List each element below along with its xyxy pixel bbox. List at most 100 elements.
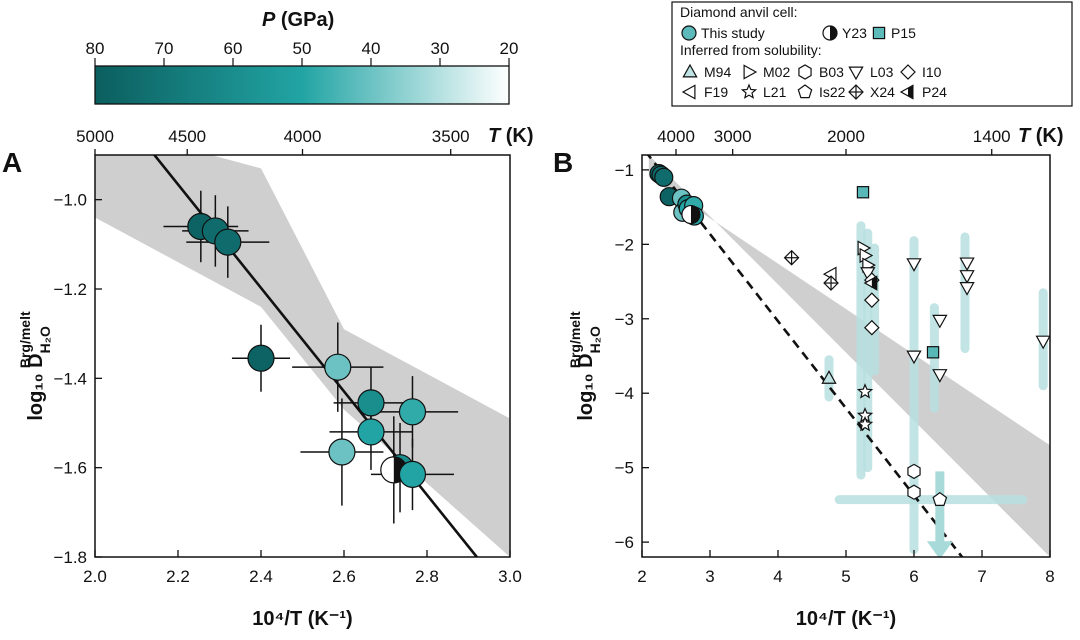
y-tick-label: −5 xyxy=(615,459,634,478)
marker-triangle-down xyxy=(906,350,922,365)
legend-marker-l03 xyxy=(848,66,864,81)
data-point xyxy=(823,275,839,291)
legend-solubility-header: Inferred from solubility: xyxy=(680,42,822,58)
marker-triangle-down xyxy=(959,270,975,284)
data-point xyxy=(783,249,800,266)
marker-half-circle-fill xyxy=(830,26,837,40)
legend-label: P15 xyxy=(891,25,916,41)
x-tick-label: 7 xyxy=(977,567,986,586)
y-axis-label-text: log₁₀ DH₂OBrg/melt xyxy=(567,311,603,421)
colorbar-tick-label: 30 xyxy=(431,39,450,58)
data-point xyxy=(906,258,922,272)
y-axis-label-text: log₁₀ DH₂OBrg/melt xyxy=(17,311,53,421)
legend-label: This study xyxy=(701,25,765,41)
marker-triangle-down xyxy=(959,257,975,272)
marker-triangle-up xyxy=(821,370,837,384)
colorbar-title: P (GPa) xyxy=(262,9,334,31)
data-point xyxy=(398,398,427,426)
top-tick-label: 1400 xyxy=(973,127,1011,146)
data-point xyxy=(907,463,921,480)
marker-triangle-down xyxy=(959,282,975,296)
marker-triangle-down xyxy=(932,369,948,383)
data-point xyxy=(932,314,948,329)
legend-dac-header: Diamond anvil cell: xyxy=(680,4,798,20)
marker-star xyxy=(740,83,758,99)
data-point xyxy=(907,484,921,500)
data-point xyxy=(328,438,356,466)
x-tick-label: 2.0 xyxy=(83,567,107,586)
top-axis-var: T xyxy=(1018,125,1032,147)
panel-a-letter: A xyxy=(2,147,22,178)
marker-hexagon xyxy=(907,484,921,500)
marker-pentagon xyxy=(932,491,948,506)
top-tick-label: 4500 xyxy=(168,127,206,146)
plot-area xyxy=(646,155,1050,557)
x-axis-label: 10⁴/T (K⁻¹) xyxy=(796,608,896,630)
marker-half-triangle-fill xyxy=(908,85,913,99)
marker-triangle-right xyxy=(743,64,758,80)
marker-circle xyxy=(357,418,385,446)
legend-marker-p24 xyxy=(899,84,914,100)
data-point xyxy=(856,383,874,399)
legend: Diamond anvil cell: Inferred from solubi… xyxy=(671,1,1073,107)
marker-circle xyxy=(328,438,356,466)
data-point xyxy=(863,292,880,309)
legend-label: Is22 xyxy=(819,84,846,100)
legend-box xyxy=(671,1,1073,107)
marker-diamond xyxy=(863,319,880,336)
panel-b-letter: B xyxy=(553,147,573,178)
data-point xyxy=(324,353,352,381)
data-point xyxy=(863,275,878,291)
marker-star xyxy=(856,383,874,399)
y-tick-label: −1.6 xyxy=(53,459,87,478)
legend-marker-p15 xyxy=(872,26,886,40)
data-point xyxy=(932,369,948,383)
legend-marker-m94 xyxy=(682,63,698,78)
data-point xyxy=(932,491,948,506)
marker-square xyxy=(856,186,870,199)
colorbar-tick-label: 40 xyxy=(362,39,381,58)
colorbar-tick-label: 60 xyxy=(224,39,243,58)
marker-circle xyxy=(247,344,275,372)
data-point xyxy=(959,257,975,272)
legend-marker-i10 xyxy=(900,64,916,80)
x-tick-label: 2.4 xyxy=(249,567,273,586)
colorbar-tick-label: 20 xyxy=(500,39,519,58)
plot-area xyxy=(95,155,510,557)
marker-hexagon xyxy=(907,463,921,480)
y-axis-label: log₁₀ DH₂OBrg/melt xyxy=(567,311,603,421)
y-tick-label: −2 xyxy=(615,235,634,254)
top-tick-label: 4000 xyxy=(284,127,322,146)
data-point xyxy=(398,460,427,488)
x-tick-label: 2.6 xyxy=(332,567,356,586)
colorbar-tick-label: 50 xyxy=(293,39,312,58)
colorbar-tick-label: 80 xyxy=(86,39,105,58)
fit-line xyxy=(646,155,964,557)
panel-a: A 2.0 2.2 2.4 2.6 2.8 3.0 −1.0 −1.2 −1.4 −1.6 −1.8… xyxy=(2,125,534,630)
top-tick-label: 4000 xyxy=(657,127,695,146)
legend-label: X24 xyxy=(870,84,895,100)
marker-diamond xyxy=(900,64,916,80)
legend-label: B03 xyxy=(819,64,844,80)
y-tick-label: −1.4 xyxy=(53,369,87,388)
colorbar-tick-label: 70 xyxy=(155,39,174,58)
top-axis-label: T (K) xyxy=(488,125,534,147)
data-point xyxy=(959,282,975,296)
y-tick-label: −1 xyxy=(615,161,634,180)
marker-circle xyxy=(681,25,697,41)
marker-diamond xyxy=(863,292,880,309)
marker-triangle-up xyxy=(682,63,698,78)
marker-circle xyxy=(324,353,352,381)
data-point xyxy=(214,228,242,256)
y-axis-label-sub: H₂O xyxy=(587,326,603,353)
y-tick-label: −1.8 xyxy=(53,548,87,567)
marker-circle xyxy=(398,460,427,488)
x-tick-label: 8 xyxy=(1045,567,1054,586)
data-point xyxy=(654,167,674,187)
data-point xyxy=(856,415,874,432)
data-point xyxy=(247,344,275,372)
x-tick-label: 3 xyxy=(705,567,714,586)
legend-label: F19 xyxy=(704,84,728,100)
colorbar-var: P xyxy=(262,9,276,31)
